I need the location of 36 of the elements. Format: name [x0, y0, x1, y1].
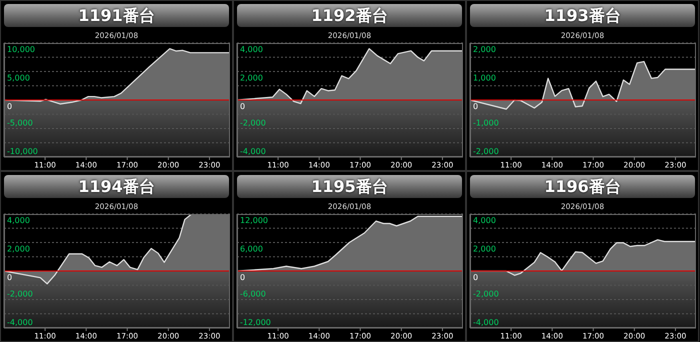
y-tick-label: 12,000 — [240, 216, 268, 225]
y-tick-label: -5,000 — [7, 118, 33, 128]
y-tick-label: 1,000 — [473, 74, 496, 82]
y-tick-label: 10,000 — [7, 45, 35, 54]
y-tick-label: 2,000 — [473, 45, 496, 54]
y-tick-label: -6,000 — [240, 290, 266, 298]
chart-title: 1192番台 — [237, 4, 462, 27]
y-tick-label: -2,000 — [473, 147, 499, 156]
y-tick-label: -4,000 — [473, 318, 499, 327]
y-tick-label: 0 — [473, 102, 478, 111]
chart-title: 1195番台 — [237, 175, 462, 198]
chart-title: 1191番台 — [4, 4, 229, 27]
y-tick-label: -2,000 — [7, 290, 33, 298]
y-tick-label: 5,000 — [7, 74, 30, 82]
y-tick-label: 0 — [7, 273, 12, 282]
y-tick-label: -12,000 — [240, 318, 271, 327]
y-tick-label: -2,000 — [240, 118, 266, 128]
y-tick-label: -10,000 — [7, 147, 38, 156]
y-tick-label: 4,000 — [473, 216, 496, 225]
y-tick-label: 2,000 — [473, 244, 496, 254]
y-tick-label: 0 — [473, 273, 478, 282]
y-tick-label: 2,000 — [7, 244, 30, 254]
y-tick-label: 6,000 — [240, 244, 263, 254]
y-tick-label: -1,000 — [473, 118, 499, 128]
y-tick-label: 0 — [240, 273, 246, 282]
y-tick-label: -4,000 — [240, 147, 266, 156]
chart-title: 1193番台 — [470, 4, 695, 27]
y-tick-label: -2,000 — [473, 290, 499, 298]
y-tick-label: 0 — [7, 102, 12, 111]
y-tick-label: -4,000 — [7, 318, 33, 327]
y-tick-label: 0 — [240, 102, 246, 111]
y-tick-label: 2,000 — [240, 74, 263, 82]
y-tick-label: 4,000 — [7, 216, 30, 225]
y-tick-label: 4,000 — [240, 45, 263, 54]
chart-title: 1194番台 — [4, 175, 229, 198]
chart-title: 1196番台 — [470, 175, 695, 198]
